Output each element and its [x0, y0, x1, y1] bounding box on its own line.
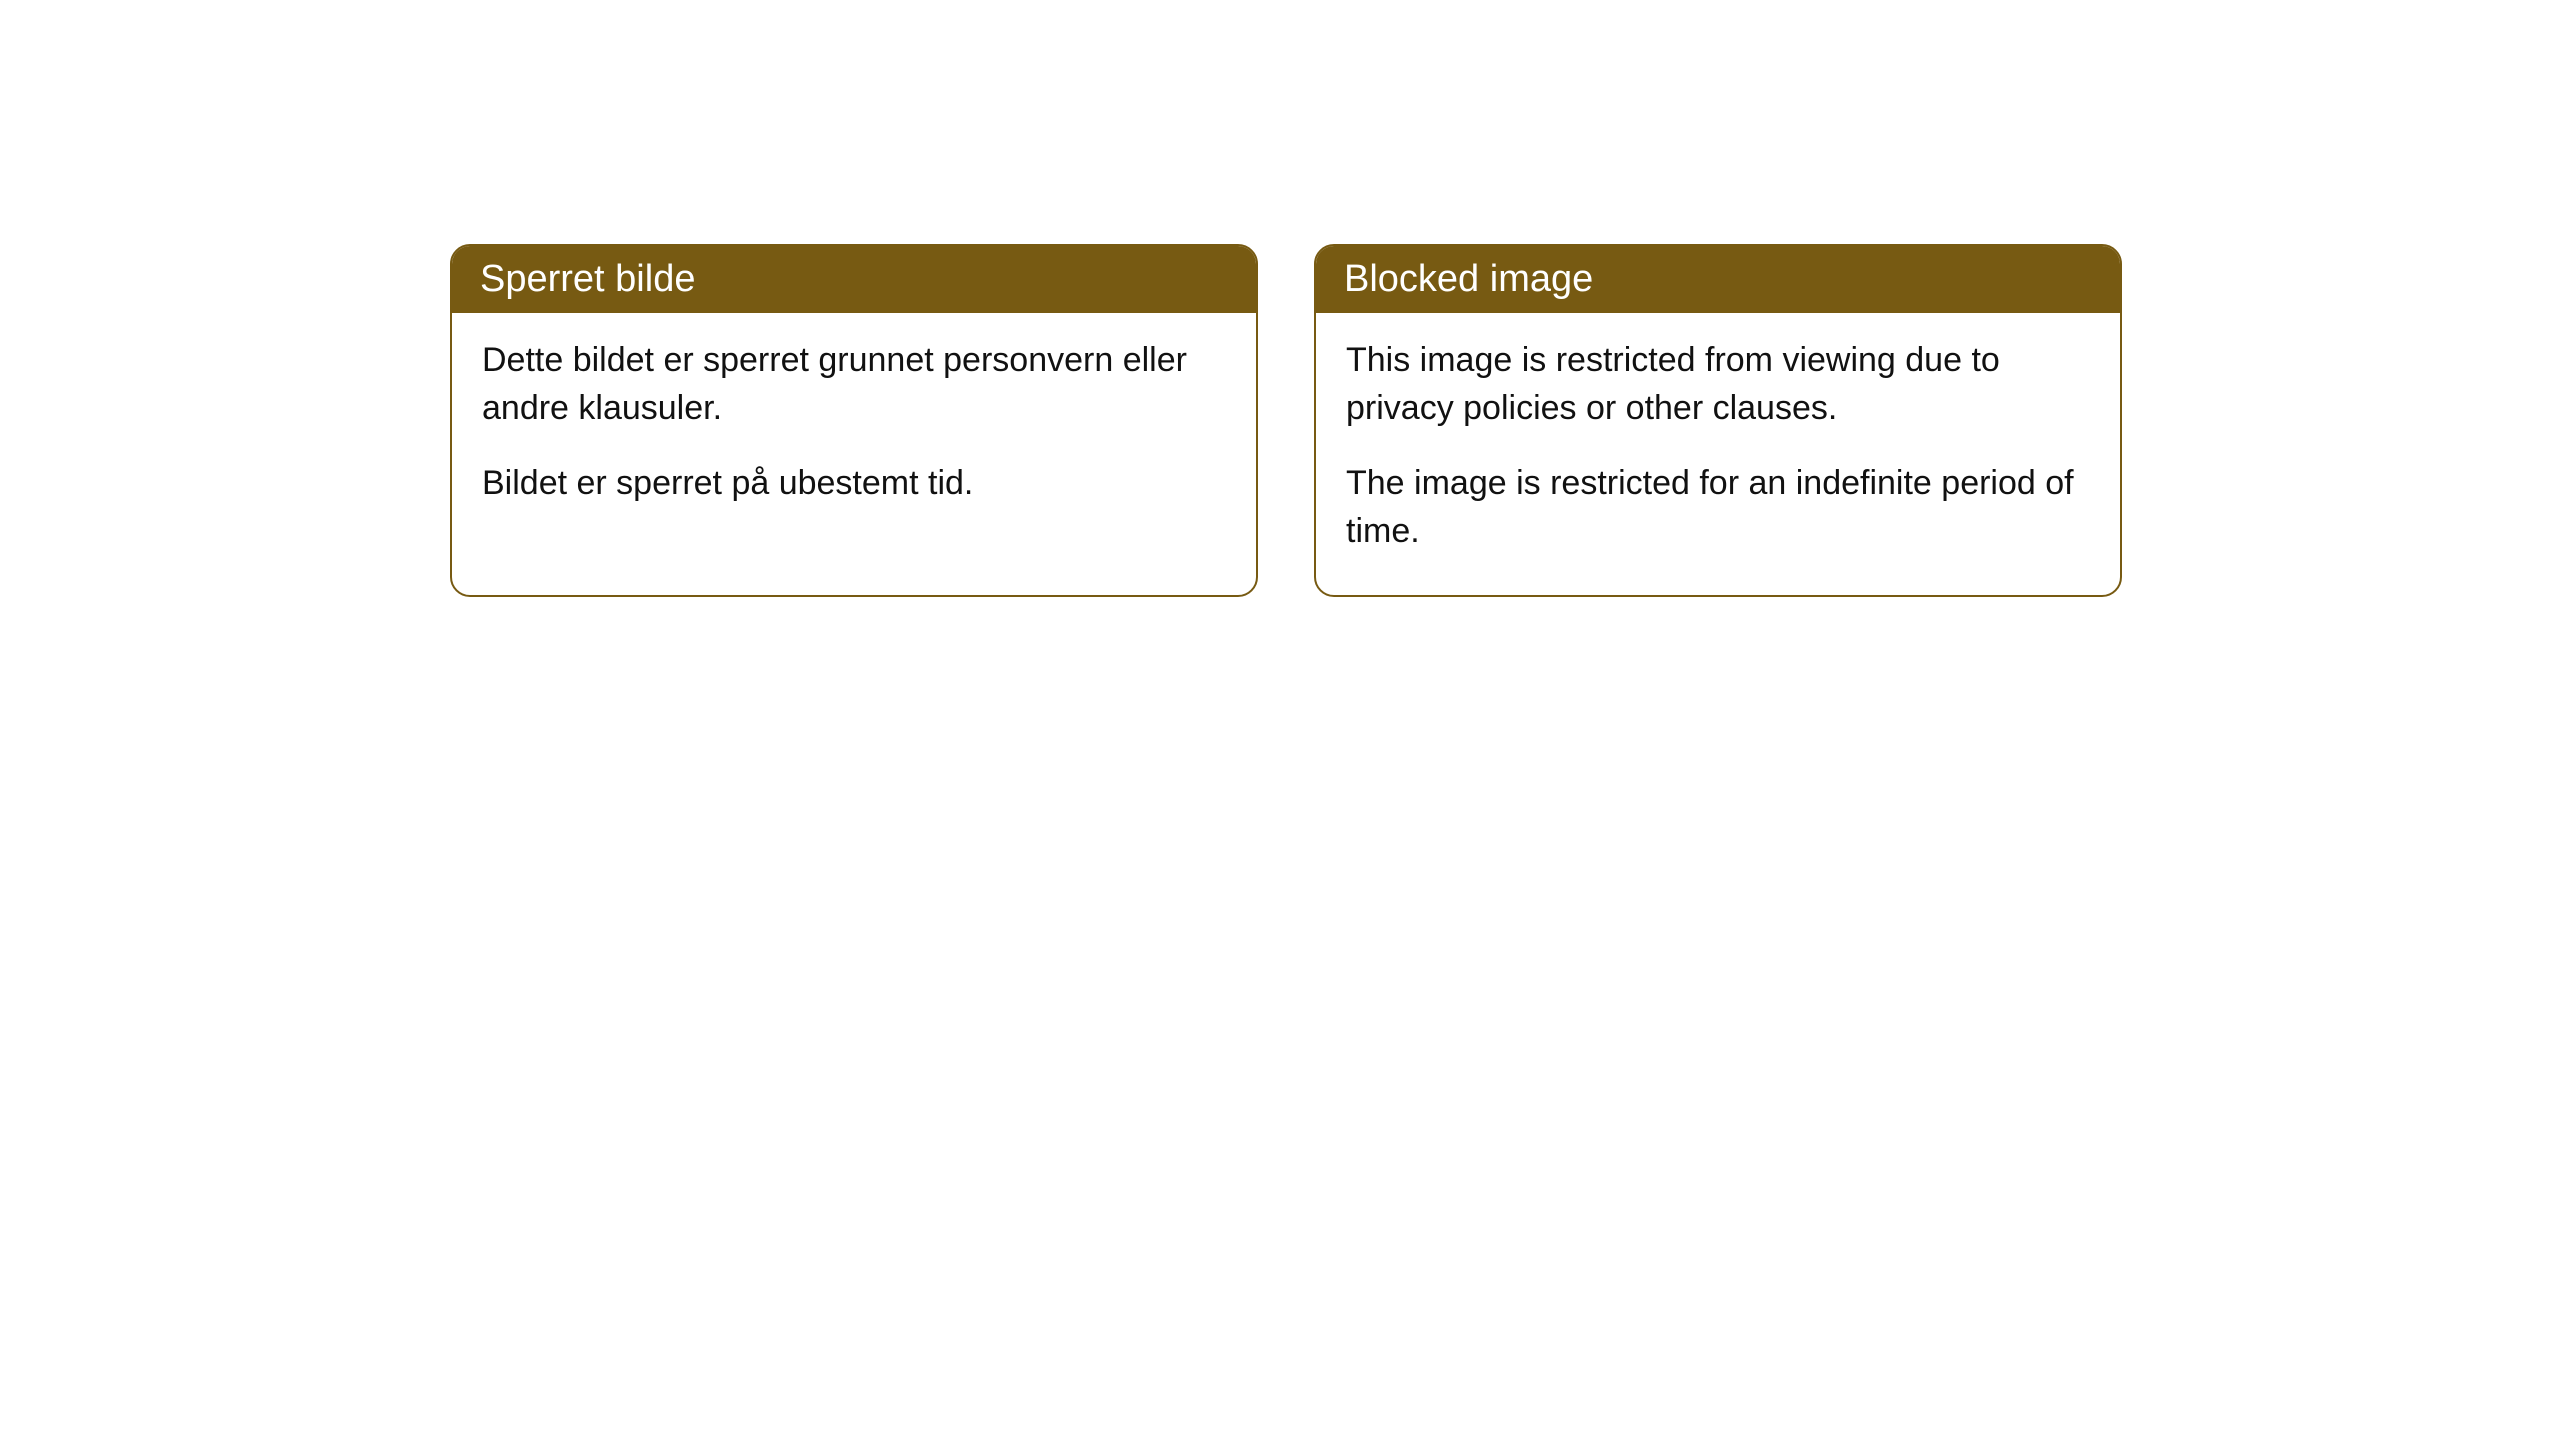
card-paragraph: Dette bildet er sperret grunnet personve…: [482, 337, 1226, 432]
notice-card-english: Blocked image This image is restricted f…: [1314, 244, 2122, 597]
card-paragraph: This image is restricted from viewing du…: [1346, 337, 2090, 432]
card-body: Dette bildet er sperret grunnet personve…: [452, 313, 1256, 548]
card-body: This image is restricted from viewing du…: [1316, 313, 2120, 595]
card-header: Sperret bilde: [452, 246, 1256, 313]
card-title: Blocked image: [1344, 258, 1593, 300]
notice-cards-container: Sperret bilde Dette bildet er sperret gr…: [450, 244, 2122, 597]
notice-card-norwegian: Sperret bilde Dette bildet er sperret gr…: [450, 244, 1258, 597]
card-paragraph: The image is restricted for an indefinit…: [1346, 460, 2090, 555]
card-header: Blocked image: [1316, 246, 2120, 313]
card-paragraph: Bildet er sperret på ubestemt tid.: [482, 460, 1226, 508]
card-title: Sperret bilde: [480, 258, 695, 300]
